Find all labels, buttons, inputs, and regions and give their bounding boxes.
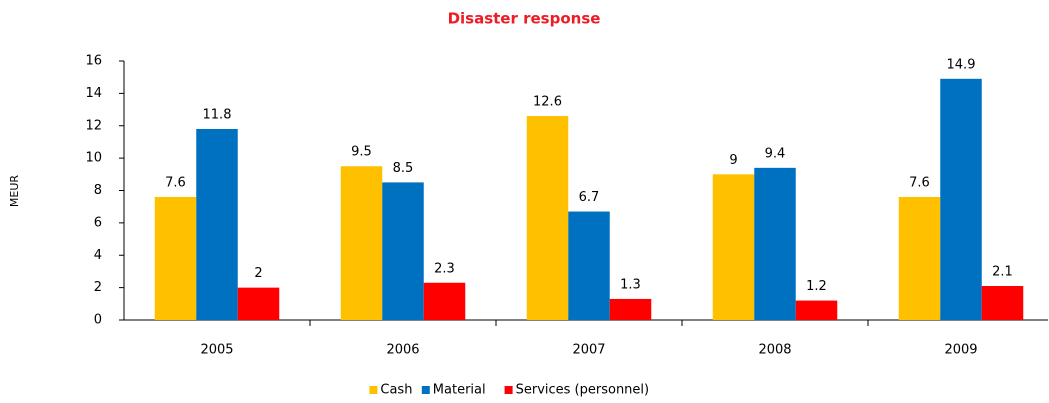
- bar: [795, 300, 838, 320]
- y-tick-label: 2: [94, 280, 102, 295]
- legend-swatch: [421, 386, 430, 394]
- x-tick-label: 2007: [572, 343, 605, 358]
- chart-title: Disaster response: [448, 10, 601, 28]
- bar: [568, 211, 610, 320]
- legend-swatch: [504, 386, 513, 394]
- bar: [154, 196, 197, 320]
- y-tick-label: 6: [94, 215, 102, 230]
- y-axis-label: MEUR: [8, 175, 21, 207]
- data-label: 1.2: [806, 279, 827, 294]
- data-label: 9.4: [765, 146, 786, 161]
- data-label: 2: [254, 266, 262, 281]
- bar: [340, 166, 383, 320]
- data-label: 6.7: [579, 190, 600, 205]
- bar: [609, 298, 652, 320]
- data-label: 9.5: [351, 145, 372, 160]
- data-label: 7.6: [909, 175, 930, 190]
- legend-label: Services (personnel): [516, 383, 650, 398]
- bar: [526, 116, 569, 320]
- bar: [237, 287, 280, 320]
- data-label: 8.5: [393, 161, 414, 176]
- x-tick-label: 2005: [200, 343, 233, 358]
- data-label: 2.1: [992, 265, 1013, 280]
- x-tick-label: 2006: [386, 343, 419, 358]
- bar: [382, 182, 424, 320]
- y-tick-label: 10: [85, 151, 102, 166]
- x-tick-label: 2009: [944, 343, 977, 358]
- legend-swatch: [369, 386, 378, 394]
- bar: [940, 78, 982, 321]
- bar: [898, 196, 941, 320]
- bar: [712, 174, 755, 320]
- y-tick-label: 8: [94, 183, 102, 198]
- data-label: 7.6: [165, 175, 186, 190]
- data-label: 12.6: [533, 95, 562, 110]
- bar: [754, 167, 796, 320]
- data-label: 1.3: [620, 277, 641, 292]
- bar: [981, 286, 1024, 320]
- data-label: 9: [729, 153, 737, 168]
- bar: [423, 282, 466, 320]
- x-tick-label: 2008: [758, 343, 791, 358]
- y-tick-label: 0: [94, 313, 102, 328]
- y-tick-label: 4: [94, 248, 102, 263]
- data-label: 2.3: [434, 261, 455, 276]
- y-tick-label: 12: [85, 118, 102, 133]
- data-label: 14.9: [947, 57, 976, 72]
- bar: [196, 128, 238, 320]
- y-tick-label: 16: [85, 54, 102, 69]
- y-tick-label: 14: [85, 86, 102, 101]
- legend-label: Cash: [380, 383, 412, 398]
- legend-label: Material: [433, 383, 486, 398]
- data-label: 11.8: [203, 107, 232, 122]
